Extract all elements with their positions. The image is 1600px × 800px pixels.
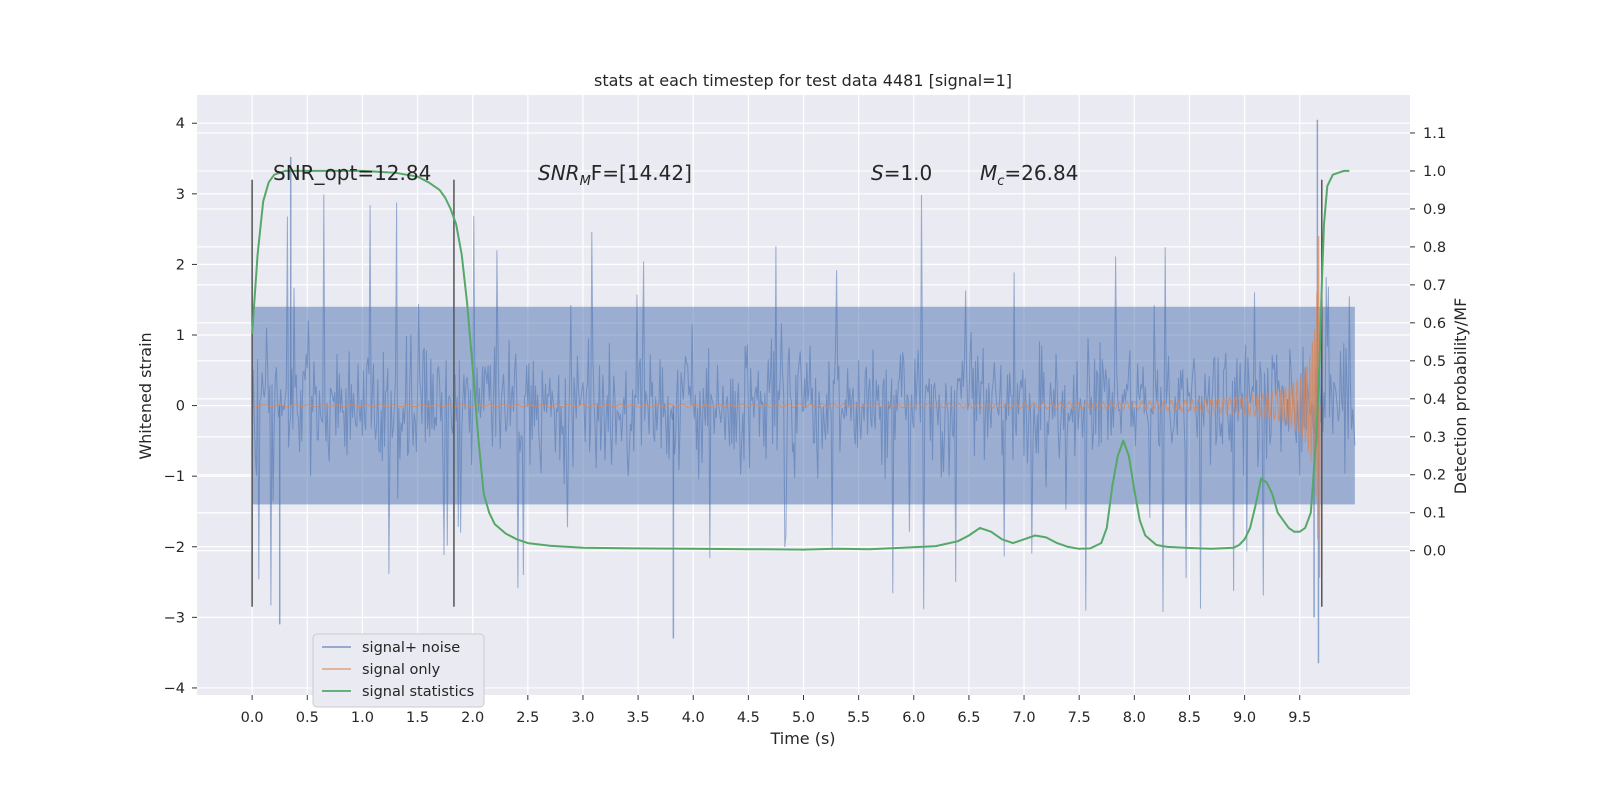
legend-signal-label: signal only	[362, 662, 441, 678]
chart-title: stats at each timestep for test data 448…	[594, 71, 1012, 90]
x-tick-label: 3.0	[571, 710, 594, 726]
annotation-snr-opt: SNR_opt=12.84	[273, 161, 431, 185]
right-tick-label: 0.1	[1423, 506, 1446, 522]
x-tick-label: 2.0	[461, 710, 484, 726]
y-axis-label: Whitened strain	[136, 332, 155, 459]
right-tick-label: 0.0	[1423, 544, 1446, 560]
right-tick-label: 0.7	[1423, 278, 1446, 294]
right-tick-label: 0.3	[1423, 430, 1446, 446]
y-axis-ticks: −4 −3 −2 −1 0 1 2 3 4	[164, 116, 197, 697]
x-tick-label: 8.5	[1178, 710, 1201, 726]
signal-only-series	[251, 236, 1322, 578]
right-tick-label: 1.0	[1423, 164, 1446, 180]
x-tick-label: 7.0	[1013, 710, 1036, 726]
mc-rest: =26.84	[1004, 161, 1078, 185]
snr-mf-sub: M	[580, 174, 591, 189]
y-tick-label: −4	[164, 681, 185, 697]
legend: signal+ noise signal only signal statist…	[312, 633, 485, 708]
y-tick-label: 2	[176, 257, 185, 273]
right-tick-label: 0.5	[1423, 354, 1446, 370]
noise-series	[251, 119, 1356, 664]
y-tick-label: −3	[164, 610, 185, 626]
right-tick-label: 0.6	[1423, 316, 1446, 332]
signal-chirp-line	[251, 236, 1322, 578]
right-axis-ticks: 0.0 0.1 0.2 0.3 0.4 0.5 0.6 0.7 0.8 0.9 1.0 1.1	[1410, 126, 1446, 560]
annotation-s: S=1.0	[871, 161, 932, 185]
x-axis-ticks: 0.0 0.5 1.0 1.5 2.0 2.5 3.0 3.5 4.0 4.5 5.0 5.5 6.0 6…	[241, 695, 1311, 726]
signal-statistics-line	[251, 169, 1350, 551]
right-tick-label: 0.8	[1423, 240, 1446, 256]
x-tick-label: 5.0	[792, 710, 815, 726]
x-tick-label: 2.5	[516, 710, 539, 726]
x-tick-label: 0.0	[241, 710, 264, 726]
y-tick-label: 4	[176, 116, 185, 132]
signal-statistics-series	[251, 169, 1350, 551]
noise-line	[251, 194, 1356, 613]
right-tick-label: 0.9	[1423, 202, 1446, 218]
snr-mf-rest: F=[14.42]	[591, 161, 692, 185]
legend-stats-label: signal statistics	[362, 684, 474, 700]
mc-sub: c	[997, 174, 1004, 189]
x-tick-label: 6.0	[902, 710, 925, 726]
right-tick-label: 1.1	[1423, 126, 1446, 142]
x-tick-label: 4.5	[737, 710, 760, 726]
y-tick-label: −1	[164, 469, 185, 485]
x-tick-label: 9.0	[1233, 710, 1256, 726]
x-axis-label: Time (s)	[769, 729, 835, 748]
x-tick-label: 3.5	[627, 710, 650, 726]
x-tick-label: 6.5	[957, 710, 980, 726]
y-tick-label: 0	[176, 399, 185, 415]
x-tick-label: 7.5	[1068, 710, 1091, 726]
x-tick-label: 1.0	[351, 710, 374, 726]
x-tick-label: 1.5	[406, 710, 429, 726]
x-tick-label: 9.5	[1288, 710, 1311, 726]
y-tick-label: 3	[176, 187, 185, 203]
y-tick-label: −2	[164, 540, 185, 556]
segment-boundaries	[251, 179, 1323, 607]
annotation-snr-mf: SNRMF=[14.42]	[538, 161, 692, 189]
x-tick-label: 0.5	[296, 710, 319, 726]
x-tick-label: 8.0	[1123, 710, 1146, 726]
s-rest: =1.0	[884, 161, 933, 185]
annotation-mc: Mc=26.84	[980, 161, 1078, 189]
x-tick-label: 5.5	[847, 710, 870, 726]
y-tick-label: 1	[176, 328, 185, 344]
s-italic: S	[871, 161, 884, 185]
legend-box	[312, 633, 485, 708]
snr-mf-base: SNR	[538, 161, 580, 185]
mc-base: M	[980, 161, 997, 185]
right-tick-label: 0.4	[1423, 392, 1446, 408]
right-tick-label: 0.2	[1423, 468, 1446, 484]
legend-noise-label: signal+ noise	[362, 640, 460, 656]
right-axis-label: Detection probability/MF	[1451, 298, 1470, 495]
x-tick-label: 4.0	[682, 710, 705, 726]
